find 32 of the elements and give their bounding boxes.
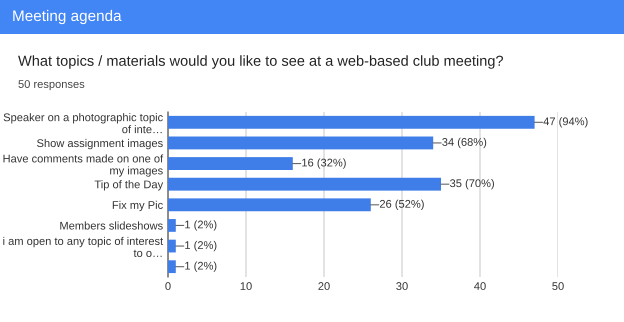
x-tick-label: 30	[396, 282, 408, 290]
bar	[168, 157, 293, 170]
data-label: 16 (32%)	[302, 158, 346, 169]
x-tick-label: 20	[318, 282, 330, 290]
data-label: 26 (52%)	[380, 200, 424, 210]
y-tick-label: i am open to any topic of interest to o…	[3, 236, 164, 257]
bar	[168, 178, 441, 191]
bar	[168, 198, 371, 212]
y-tick-label: Speaker on a photographic topic of inte…	[4, 113, 163, 134]
y-tick-label: Have comments made on one of my images	[3, 154, 164, 177]
bar	[168, 240, 176, 252]
y-tick-label: Tip of the Day	[94, 180, 164, 191]
chart-title: Meeting agenda	[13, 10, 122, 24]
data-label: 1 (2%)	[185, 220, 216, 231]
y-tick-label: Show assignment images	[37, 138, 163, 150]
bar	[168, 116, 535, 129]
data-label: 1 (2%)	[185, 240, 216, 252]
y-tick-label: Members slideshows	[60, 221, 163, 230]
chart-subtitle: What topics / materials would you like to see at a web-based club meeting?	[18, 55, 504, 69]
data-label: 35 (70%)	[450, 179, 494, 190]
data-label: 1 (2%)	[185, 262, 216, 272]
x-tick-label: 40	[474, 282, 486, 290]
x-tick-label: 10	[240, 282, 252, 290]
data-label: 47 (94%)	[543, 117, 588, 128]
y-tick-label: Fix my Pic	[112, 200, 163, 212]
data-label: 34 (68%)	[442, 138, 486, 148]
bar	[168, 260, 176, 274]
x-tick-label: 50	[552, 282, 564, 290]
text: 50 responses	[18, 80, 84, 90]
bar	[168, 219, 176, 232]
bar	[168, 136, 434, 150]
x-tick-label: 0	[165, 282, 171, 290]
